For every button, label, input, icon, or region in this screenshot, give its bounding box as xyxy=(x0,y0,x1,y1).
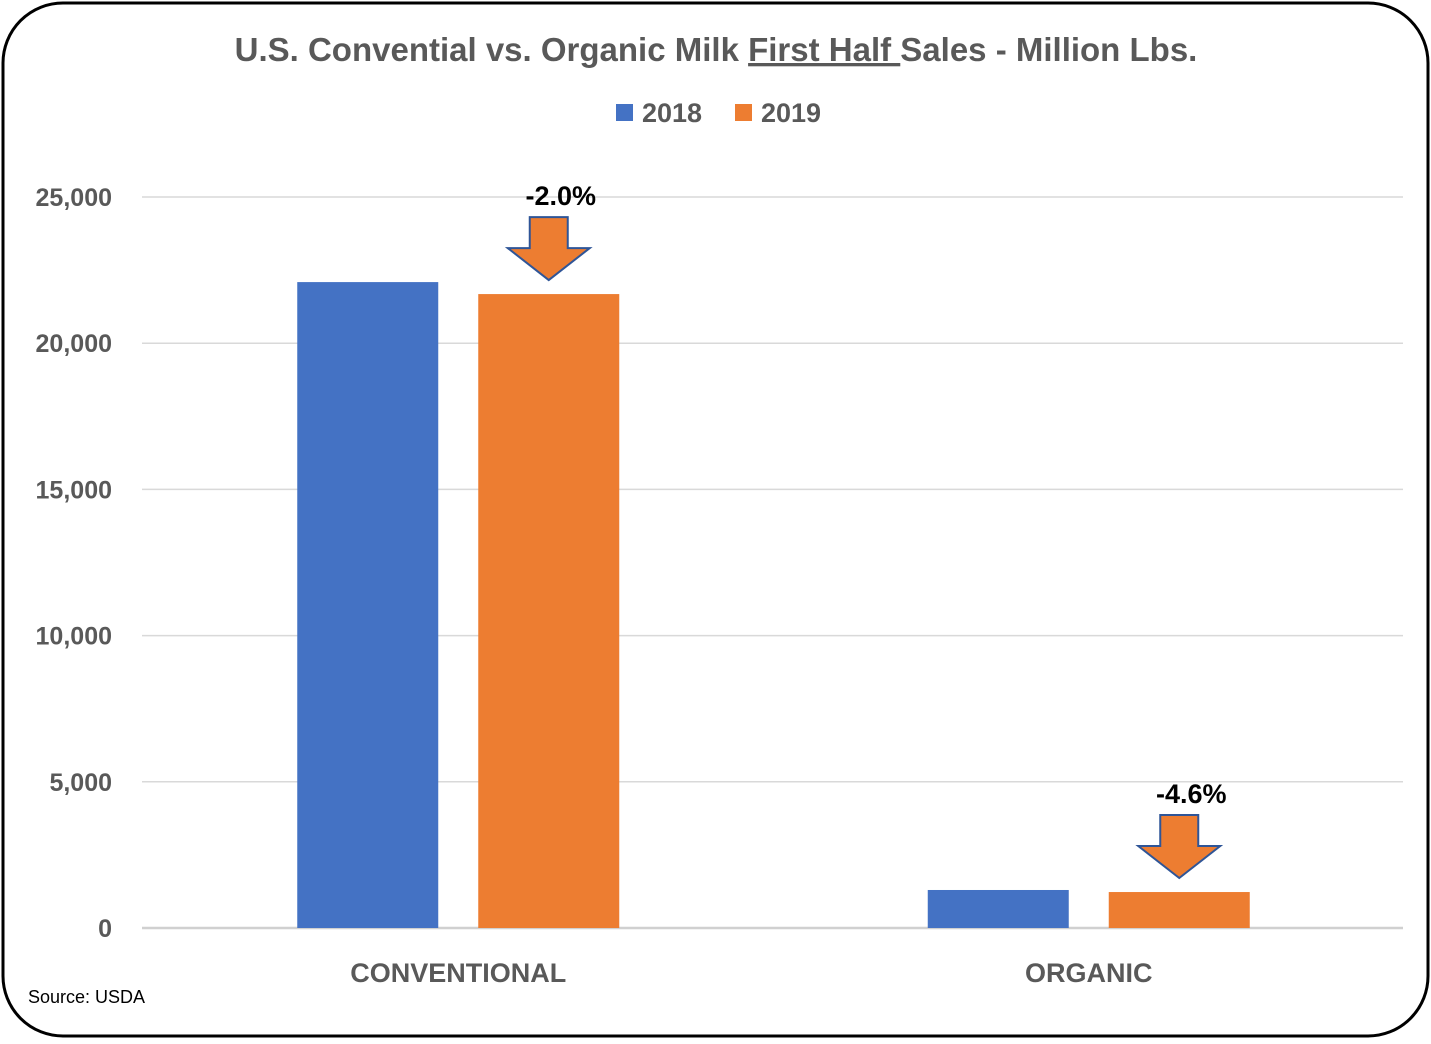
change-label: -2.0% xyxy=(525,181,596,211)
down-arrow-icon xyxy=(1135,814,1224,880)
bar-conventional-2018 xyxy=(297,282,439,929)
y-tick-label: 15,000 xyxy=(36,476,112,504)
y-tick-label: 0 xyxy=(98,915,112,943)
legend-label-2019: 2019 xyxy=(761,98,821,128)
source-note: Source: USDA xyxy=(28,987,145,1007)
bars xyxy=(297,282,1250,929)
y-tick-label: 20,000 xyxy=(36,330,112,358)
legend-label-2018: 2018 xyxy=(642,98,702,128)
bar-conventional-2019 xyxy=(478,294,620,929)
bar-organic-2018 xyxy=(927,889,1069,928)
legend-swatch-2019 xyxy=(735,104,752,121)
annotations: -2.0% -4.6% xyxy=(504,181,1227,880)
legend-swatch-2018 xyxy=(616,104,633,121)
x-tick-label: CONVENTIONAL xyxy=(350,958,566,988)
bar-organic-2019 xyxy=(1108,892,1250,928)
down-arrow-icon xyxy=(504,216,593,282)
y-tick-label: 5,000 xyxy=(49,769,112,797)
chart-title: U.S. Convential vs. Organic Milk First H… xyxy=(235,31,1198,68)
legend: 2018 2019 xyxy=(616,98,821,128)
change-label: -4.6% xyxy=(1156,779,1227,809)
y-tick-label: 10,000 xyxy=(36,623,112,651)
x-tick-label: ORGANIC xyxy=(1025,958,1153,988)
y-axis: 0 5,000 10,000 15,000 20,000 25,000 xyxy=(36,184,112,943)
x-axis: CONVENTIONAL ORGANIC xyxy=(350,958,1152,988)
y-tick-label: 25,000 xyxy=(36,184,112,212)
